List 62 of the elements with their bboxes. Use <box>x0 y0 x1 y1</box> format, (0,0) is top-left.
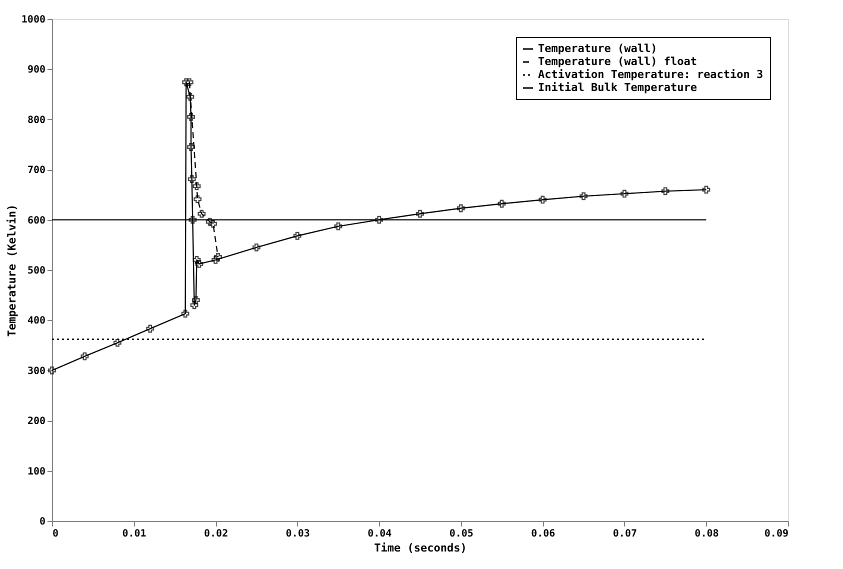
y-tick-label: 700 <box>27 165 46 176</box>
point <box>661 187 670 196</box>
legend-label: Temperature (wall) float <box>538 55 697 68</box>
x-tick-label: 0 <box>52 528 59 540</box>
point <box>214 252 222 261</box>
y-tick-label: 500 <box>27 266 46 276</box>
point <box>206 218 214 226</box>
point <box>620 190 628 198</box>
point <box>293 232 302 240</box>
y-tick-label: 200 <box>27 416 46 428</box>
y-tick-label: 800 <box>27 114 46 126</box>
x-axis-title: Time (seconds) <box>374 542 467 554</box>
x-tick-label: 0.01 <box>122 528 146 540</box>
point <box>80 352 89 360</box>
legend-label: Temperature (wall) <box>538 42 658 55</box>
point <box>192 182 201 190</box>
x-tick-label: 0.08 <box>694 528 719 540</box>
point <box>48 366 56 374</box>
point <box>182 78 190 86</box>
y-tick-label: 400 <box>27 316 46 327</box>
point <box>580 192 588 200</box>
point <box>192 296 200 304</box>
point <box>456 204 465 212</box>
point <box>187 112 195 121</box>
y-tick-label: 1000 <box>21 14 46 26</box>
point <box>498 200 506 208</box>
x-tick-label: 0.09 <box>764 528 788 540</box>
point <box>702 186 710 194</box>
point <box>192 256 201 264</box>
y-tick-label: 100 <box>27 466 46 478</box>
point <box>113 338 122 347</box>
point <box>187 143 195 151</box>
point <box>334 222 342 230</box>
point <box>416 210 424 218</box>
point <box>375 216 384 224</box>
point <box>194 195 202 204</box>
y-tick-label: 900 <box>27 64 46 76</box>
point <box>188 216 197 224</box>
x-tick-label: 0.02 <box>204 528 228 540</box>
point <box>538 196 547 204</box>
point <box>146 324 154 333</box>
y-tick-label: 600 <box>27 215 46 226</box>
point <box>198 210 206 218</box>
point <box>181 310 190 318</box>
x-tick-label: 0.06 <box>531 528 556 540</box>
point <box>186 92 194 101</box>
x-tick-label: 0.04 <box>368 528 392 540</box>
y-tick-label: 300 <box>27 366 46 377</box>
y-axis-title: Temperature (Kelvin) <box>5 204 18 337</box>
point <box>195 260 204 268</box>
point <box>212 256 220 264</box>
x-tick-label: 0.03 <box>286 528 310 540</box>
legend-label: Initial Bulk Temperature <box>538 81 698 94</box>
point <box>188 175 196 184</box>
x-tick-label: 0.07 <box>612 528 637 540</box>
y-tick-label: 0 <box>39 516 46 528</box>
legend-label: Activation Temperature: reaction 3 <box>538 68 764 81</box>
point <box>209 220 218 228</box>
point <box>252 243 260 252</box>
point <box>185 78 194 86</box>
point <box>190 301 198 310</box>
x-tick-label: 0.05 <box>449 528 474 540</box>
